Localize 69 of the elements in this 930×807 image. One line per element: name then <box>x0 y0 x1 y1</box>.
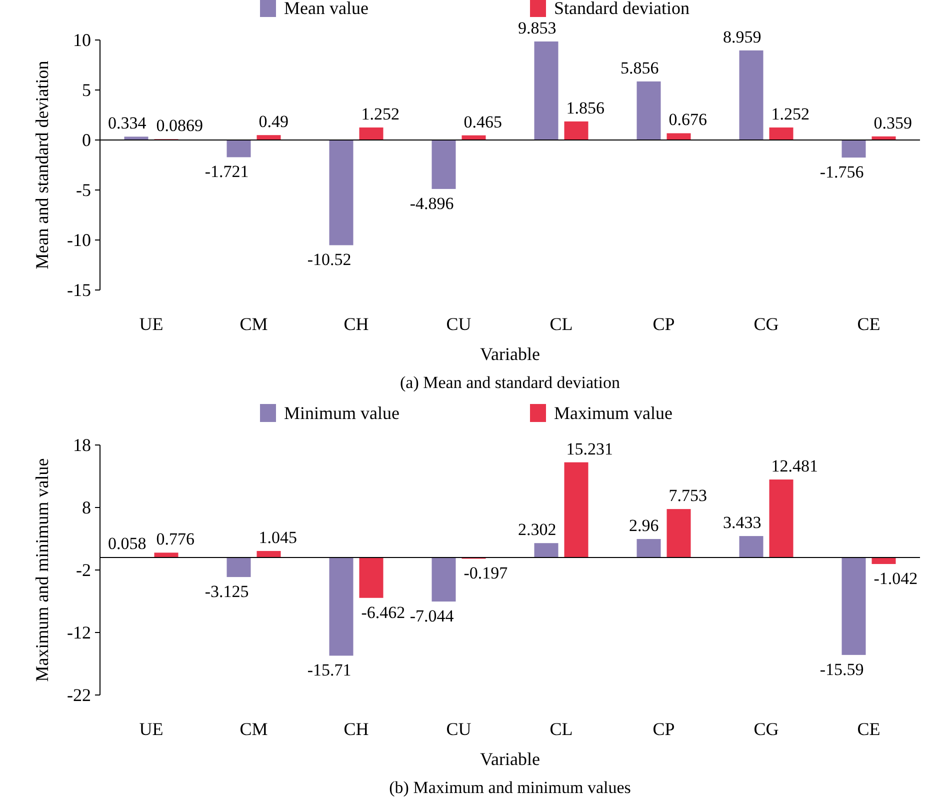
data-label: -15.71 <box>307 660 352 680</box>
data-label: 1.856 <box>566 98 604 118</box>
data-label: 0.676 <box>668 110 707 130</box>
x-tick-label: CL <box>550 314 573 334</box>
x-tick-label: CU <box>446 314 472 334</box>
x-axis-title: Variable <box>480 344 540 364</box>
data-label: -15.59 <box>820 660 864 679</box>
data-label: -10.52 <box>307 250 352 270</box>
data-label: -4.896 <box>410 194 454 213</box>
data-label: 0.0869 <box>156 116 203 136</box>
y-tick-label: -5 <box>76 180 91 200</box>
y-tick-label: -2 <box>76 560 91 580</box>
legend-label: Maximum value <box>554 403 672 423</box>
y-tick-label: -15 <box>67 280 91 300</box>
x-tick-label: CG <box>754 719 779 739</box>
y-axis-title: Mean and standard deviation <box>32 60 52 270</box>
x-tick-label: CL <box>550 719 573 739</box>
x-tick-label: CP <box>652 719 675 739</box>
y-tick-label: 8 <box>82 498 91 518</box>
data-label: 0.334 <box>108 114 147 133</box>
data-label: 0.058 <box>108 534 146 554</box>
data-label: -6.462 <box>361 602 406 622</box>
legend-label: Standard deviation <box>554 0 690 18</box>
y-tick-label: 10 <box>73 30 91 50</box>
data-label: 1.045 <box>258 528 297 547</box>
x-tick-label: CE <box>857 719 880 739</box>
y-tick-label: -22 <box>67 685 91 705</box>
data-label: 0.359 <box>874 113 912 132</box>
data-label: -1.721 <box>204 162 249 182</box>
data-label: 0.49 <box>258 112 288 132</box>
x-tick-label: CU <box>446 719 472 739</box>
x-tick-label: CP <box>652 314 675 334</box>
y-tick-label: 18 <box>73 435 91 455</box>
x-tick-label: CG <box>754 314 779 334</box>
x-tick-label: UE <box>139 719 164 739</box>
data-label: -1.756 <box>820 162 864 182</box>
text: (a) Mean and standard deviation <box>400 373 620 392</box>
x-tick-label: UE <box>139 314 164 334</box>
data-label: 9.853 <box>518 18 556 38</box>
data-label: 3.433 <box>723 513 762 532</box>
y-tick-label: 5 <box>82 80 91 100</box>
x-tick-label: CH <box>344 719 369 739</box>
legend-label: Mean value <box>284 0 368 18</box>
data-label: 2.96 <box>629 516 659 535</box>
x-tick-label: CH <box>344 314 369 334</box>
data-label: -1.042 <box>874 569 918 588</box>
data-label: 2.302 <box>518 520 556 540</box>
data-label: 1.252 <box>361 104 400 124</box>
data-label: -7.044 <box>410 606 454 626</box>
x-tick-label: CE <box>857 314 880 334</box>
data-label: 0.776 <box>156 530 194 549</box>
y-tick-label: -10 <box>67 230 91 250</box>
y-tick-label: -12 <box>67 622 91 642</box>
data-label: 5.856 <box>620 58 659 78</box>
data-label: 12.481 <box>771 456 818 476</box>
data-label: 8.959 <box>723 27 762 46</box>
data-label: 7.753 <box>668 486 707 506</box>
data-label: -3.125 <box>204 582 249 602</box>
data-label: -0.197 <box>464 564 508 583</box>
x-tick-label: CM <box>240 314 268 334</box>
data-label: 1.252 <box>771 104 810 124</box>
y-tick-label: 0 <box>82 130 91 150</box>
x-axis-title: Variable <box>480 749 540 769</box>
y-axis-title: Maximum and minimum value <box>32 458 52 682</box>
legend-label: Minimum value <box>284 403 400 423</box>
data-label: 0.465 <box>464 112 502 132</box>
text: (b) Maximum and minimum values <box>389 778 631 797</box>
x-tick-label: CM <box>240 719 268 739</box>
data-label: 15.231 <box>566 439 613 458</box>
